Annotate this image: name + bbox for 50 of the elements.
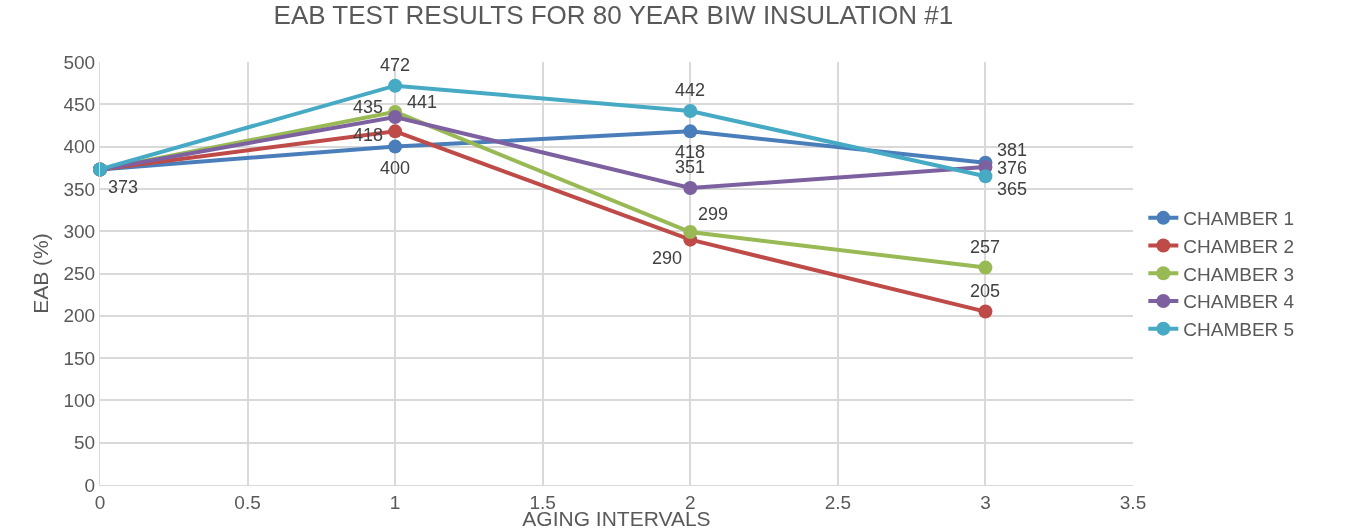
legend-label: CHAMBER 5 (1183, 319, 1295, 341)
point (683, 104, 698, 119)
legend-label: CHAMBER 3 (1183, 263, 1295, 285)
data-label: 373 (108, 177, 139, 197)
x-tick-label: 0.5 (234, 491, 261, 513)
x-tick-label: 2.5 (824, 491, 852, 513)
point (388, 78, 403, 93)
data-label: 472 (380, 55, 411, 75)
point (388, 124, 403, 139)
y-axis-title: EAB (%) (29, 233, 52, 314)
data-label: 442 (675, 80, 706, 100)
y-tick-label: 100 (63, 390, 96, 412)
x-tick-label: 1 (389, 491, 401, 513)
data-label: 351 (675, 157, 706, 177)
data-label: 365 (997, 179, 1028, 199)
data-label: 441 (407, 92, 438, 112)
legend-label: CHAMBER 2 (1183, 235, 1295, 257)
y-tick-label: 150 (63, 347, 96, 369)
point (683, 124, 698, 139)
data-label: 290 (652, 248, 683, 268)
point (388, 109, 403, 124)
y-tick-label: 50 (74, 432, 96, 454)
legend-label: CHAMBER 4 (1183, 291, 1295, 313)
y-tick-label: 400 (63, 136, 96, 158)
data-label: 299 (698, 204, 729, 224)
x-tick-label: 1.5 (529, 491, 556, 513)
data-label: 205 (970, 281, 1001, 301)
data-label: 257 (970, 237, 1001, 257)
y-tick-label: 450 (63, 93, 96, 115)
point (683, 181, 698, 196)
data-label: 400 (380, 158, 411, 178)
data-label: 376 (997, 158, 1028, 178)
y-tick-label: 200 (63, 305, 96, 327)
point (978, 260, 993, 275)
y-tick-label: 500 (63, 51, 96, 73)
x-tick-label: 3.5 (1119, 491, 1147, 513)
y-tick-label: 300 (63, 220, 96, 242)
point (978, 304, 993, 319)
y-tick-label: 0 (84, 474, 96, 496)
data-label: 435 (353, 97, 384, 117)
data-label: 381 (997, 140, 1028, 160)
point (978, 169, 993, 184)
y-tick-label: 250 (63, 263, 96, 285)
legend-label: CHAMBER 1 (1183, 208, 1295, 230)
chart-title: EAB TEST RESULTS FOR 80 YEAR BIW INSULATION #1 (273, 0, 954, 30)
point (388, 139, 403, 154)
point (683, 225, 698, 240)
y-tick-label: 350 (63, 178, 96, 200)
x-tick-label: 3 (980, 491, 991, 513)
x-tick-label: 2 (685, 491, 696, 513)
